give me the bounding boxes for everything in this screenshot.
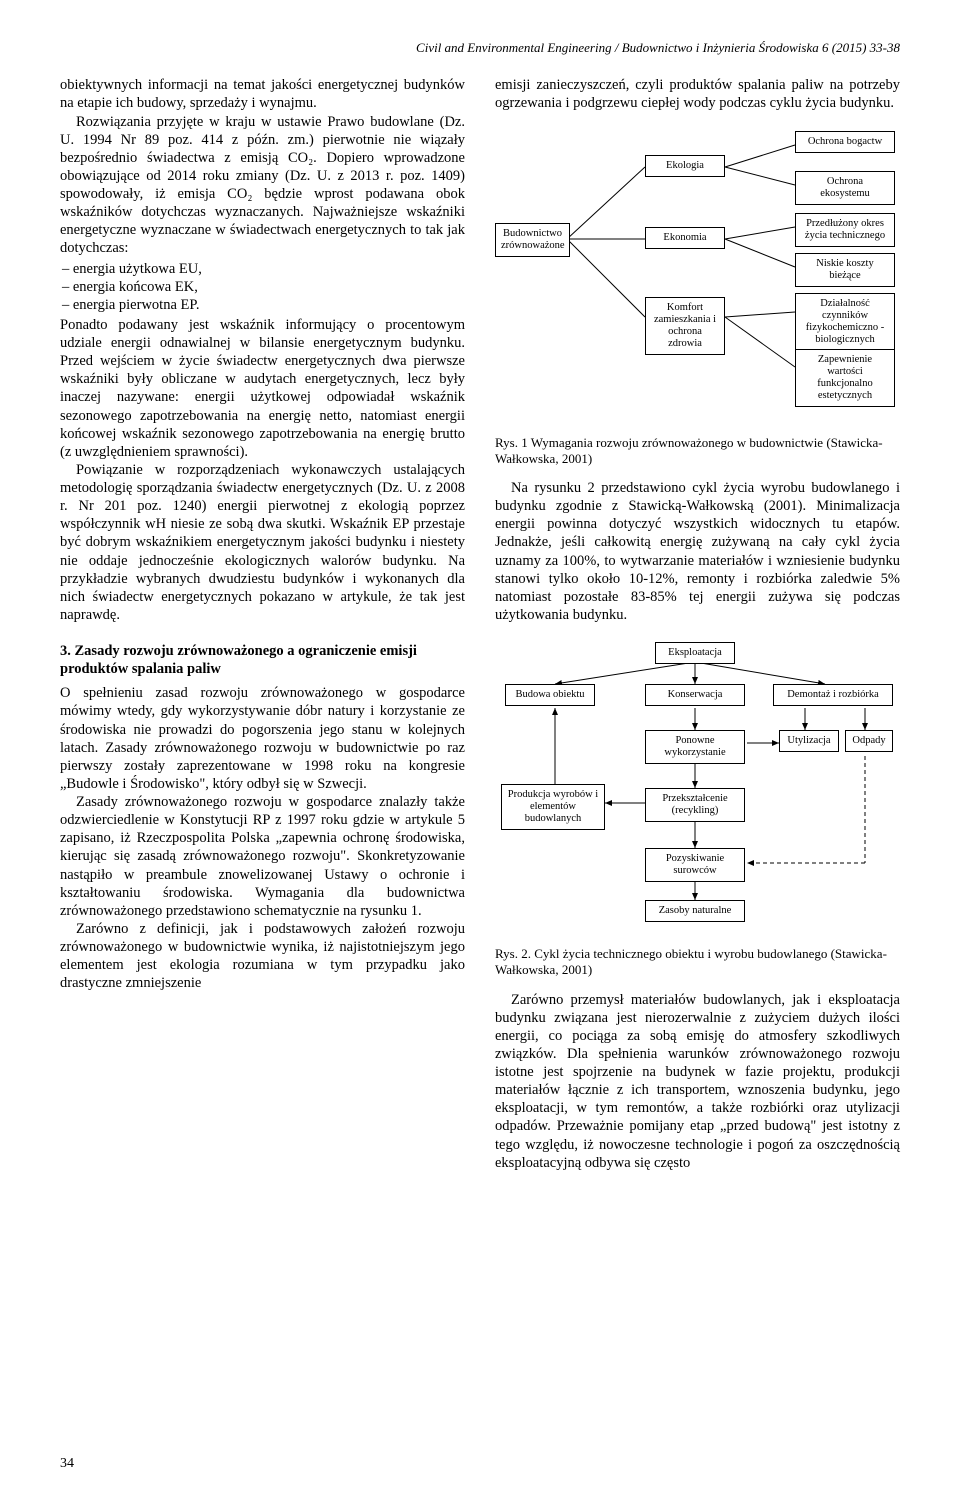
figure-1-caption: Rys. 1 Wymagania rozwoju zrównoważonego …: [495, 435, 900, 468]
two-column-layout: obiektywnych informacji na temat jakości…: [60, 76, 900, 1172]
para: Zasady zrównoważonego rozwoju w gospodar…: [60, 793, 465, 920]
fig2-node-ponowne: Ponowne wykorzystanie: [645, 730, 745, 764]
figure-2: Eksploatacja Budowa obiektu Konserwacja …: [495, 638, 900, 938]
para: Powiązanie w rozporządzeniach wykonawczy…: [60, 461, 465, 624]
page-number: 34: [60, 1455, 74, 1473]
para: Zarówno przemysł materiałów budowlanych,…: [495, 991, 900, 1172]
bullet-list: energia użytkowa EU, energia końcowa EK,…: [60, 260, 465, 314]
fig1-node-komfort: Komfort zamieszkania i ochrona zdrowia: [645, 297, 725, 355]
fig1-node-ochrona-bogactw: Ochrona bogactw: [795, 131, 895, 153]
para: Rozwiązania przyjęte w kraju w ustawie P…: [60, 113, 465, 258]
fig2-node-przeksztalcenie: Przekształcenie (recykling): [645, 788, 745, 822]
fig1-node-zapewnienie: Zapewnienie wartości funkcjonalno estety…: [795, 349, 895, 407]
fig1-node-okres-zycia: Przedłużony okres życia technicznego: [795, 213, 895, 247]
list-item: energia końcowa EK,: [78, 278, 465, 296]
list-item: energia użytkowa EU,: [78, 260, 465, 278]
fig2-node-eksploatacja: Eksploatacja: [655, 642, 735, 664]
fig2-node-odpady: Odpady: [845, 730, 893, 752]
fig2-node-konserwacja: Konserwacja: [645, 684, 745, 706]
para: Na rysunku 2 przedstawiono cykl życia wy…: [495, 479, 900, 624]
fig1-node-ochrona-ekosystemu: Ochrona ekosystemu: [795, 171, 895, 205]
fig1-node-ekologia: Ekologia: [645, 155, 725, 177]
figure-2-caption: Rys. 2. Cykl życia technicznego obiektu …: [495, 946, 900, 979]
fig2-node-produkcja: Produkcja wyrobów i elementów budowlanyc…: [501, 784, 605, 830]
fig2-node-utylizacja: Utylizacja: [779, 730, 839, 752]
section-heading-3: 3. Zasady rozwoju zrównoważonego a ogran…: [60, 642, 465, 678]
fig1-node-niskie-koszty: Niskie koszty bieżące: [795, 253, 895, 287]
para: emisji zanieczyszczeń, czyli produktów s…: [495, 76, 900, 112]
left-column: obiektywnych informacji na temat jakości…: [60, 76, 465, 1172]
fig1-node-ekonomia: Ekonomia: [645, 227, 725, 249]
fig1-node-dzialalnosc: Działalność czynników fizykochemiczno - …: [795, 293, 895, 351]
figure-1: Budownictwo zrównoważone Ekologia Ekonom…: [495, 127, 900, 427]
fig1-node-budownictwo: Budownictwo zrównoważone: [495, 223, 570, 257]
fig2-node-budowa: Budowa obiektu: [505, 684, 595, 706]
fig2-node-demontaz: Demontaż i rozbiórka: [773, 684, 893, 706]
para: O spełnieniu zasad rozwoju zrównoważoneg…: [60, 684, 465, 793]
fig2-node-zasoby: Zasoby naturalne: [645, 900, 745, 922]
para: obiektywnych informacji na temat jakości…: [60, 76, 465, 112]
para: Zarówno z definicji, jak i podstawowych …: [60, 920, 465, 993]
right-column: emisji zanieczyszczeń, czyli produktów s…: [495, 76, 900, 1172]
fig2-node-pozyskiwanie: Pozyskiwanie surowców: [645, 848, 745, 882]
para: Ponadto podawany jest wskaźnik informują…: [60, 316, 465, 461]
list-item: energia pierwotna EP.: [78, 296, 465, 314]
running-head: Civil and Environmental Engineering / Bu…: [60, 40, 900, 56]
